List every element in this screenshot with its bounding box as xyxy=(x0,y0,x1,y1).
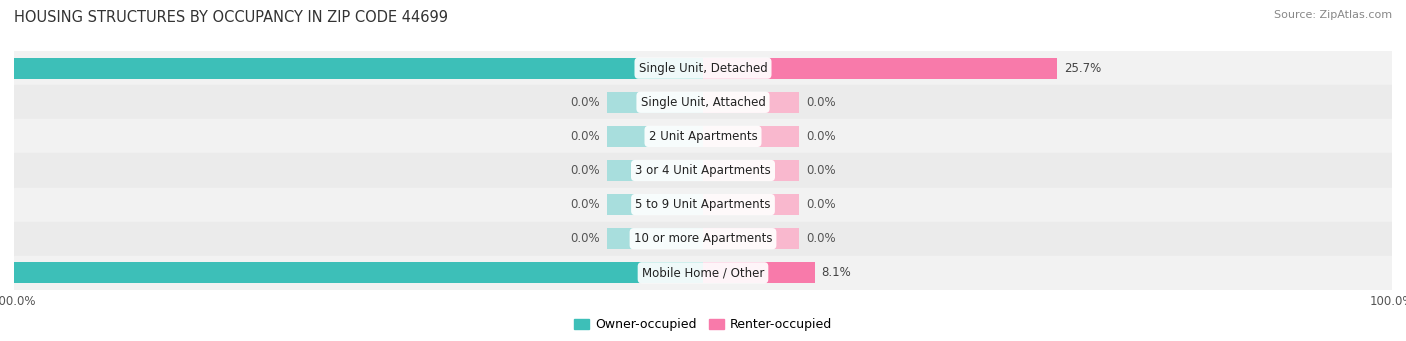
Bar xyxy=(606,92,703,113)
Text: 2 Unit Apartments: 2 Unit Apartments xyxy=(648,130,758,143)
Bar xyxy=(606,126,703,147)
Bar xyxy=(14,153,1392,188)
Text: 0.0%: 0.0% xyxy=(807,198,837,211)
Text: 0.0%: 0.0% xyxy=(569,198,599,211)
Bar xyxy=(703,58,1057,79)
Legend: Owner-occupied, Renter-occupied: Owner-occupied, Renter-occupied xyxy=(568,313,838,336)
Text: 3 or 4 Unit Apartments: 3 or 4 Unit Apartments xyxy=(636,164,770,177)
Bar xyxy=(14,119,1392,153)
Text: Single Unit, Attached: Single Unit, Attached xyxy=(641,96,765,109)
Bar xyxy=(703,262,814,283)
Text: Mobile Home / Other: Mobile Home / Other xyxy=(641,266,765,279)
Bar xyxy=(606,160,703,181)
Bar xyxy=(0,262,703,283)
Text: Source: ZipAtlas.com: Source: ZipAtlas.com xyxy=(1274,10,1392,20)
Bar xyxy=(14,51,1392,85)
Text: 0.0%: 0.0% xyxy=(807,96,837,109)
Text: 25.7%: 25.7% xyxy=(1064,62,1101,75)
Bar xyxy=(14,85,1392,119)
Text: 0.0%: 0.0% xyxy=(807,130,837,143)
Bar xyxy=(606,228,703,249)
Text: 0.0%: 0.0% xyxy=(569,232,599,245)
Bar xyxy=(14,256,1392,290)
Text: 0.0%: 0.0% xyxy=(569,164,599,177)
Text: 10 or more Apartments: 10 or more Apartments xyxy=(634,232,772,245)
Bar xyxy=(703,194,800,215)
Text: 0.0%: 0.0% xyxy=(569,96,599,109)
Text: 0.0%: 0.0% xyxy=(807,232,837,245)
Bar xyxy=(14,188,1392,222)
Bar xyxy=(703,160,800,181)
Bar xyxy=(14,222,1392,256)
Bar xyxy=(703,228,800,249)
Bar xyxy=(703,126,800,147)
Text: Single Unit, Detached: Single Unit, Detached xyxy=(638,62,768,75)
Text: HOUSING STRUCTURES BY OCCUPANCY IN ZIP CODE 44699: HOUSING STRUCTURES BY OCCUPANCY IN ZIP C… xyxy=(14,10,449,25)
Text: 5 to 9 Unit Apartments: 5 to 9 Unit Apartments xyxy=(636,198,770,211)
Bar xyxy=(703,92,800,113)
Text: 0.0%: 0.0% xyxy=(569,130,599,143)
Text: 8.1%: 8.1% xyxy=(821,266,851,279)
Bar xyxy=(606,194,703,215)
Text: 0.0%: 0.0% xyxy=(807,164,837,177)
Bar xyxy=(0,58,703,79)
